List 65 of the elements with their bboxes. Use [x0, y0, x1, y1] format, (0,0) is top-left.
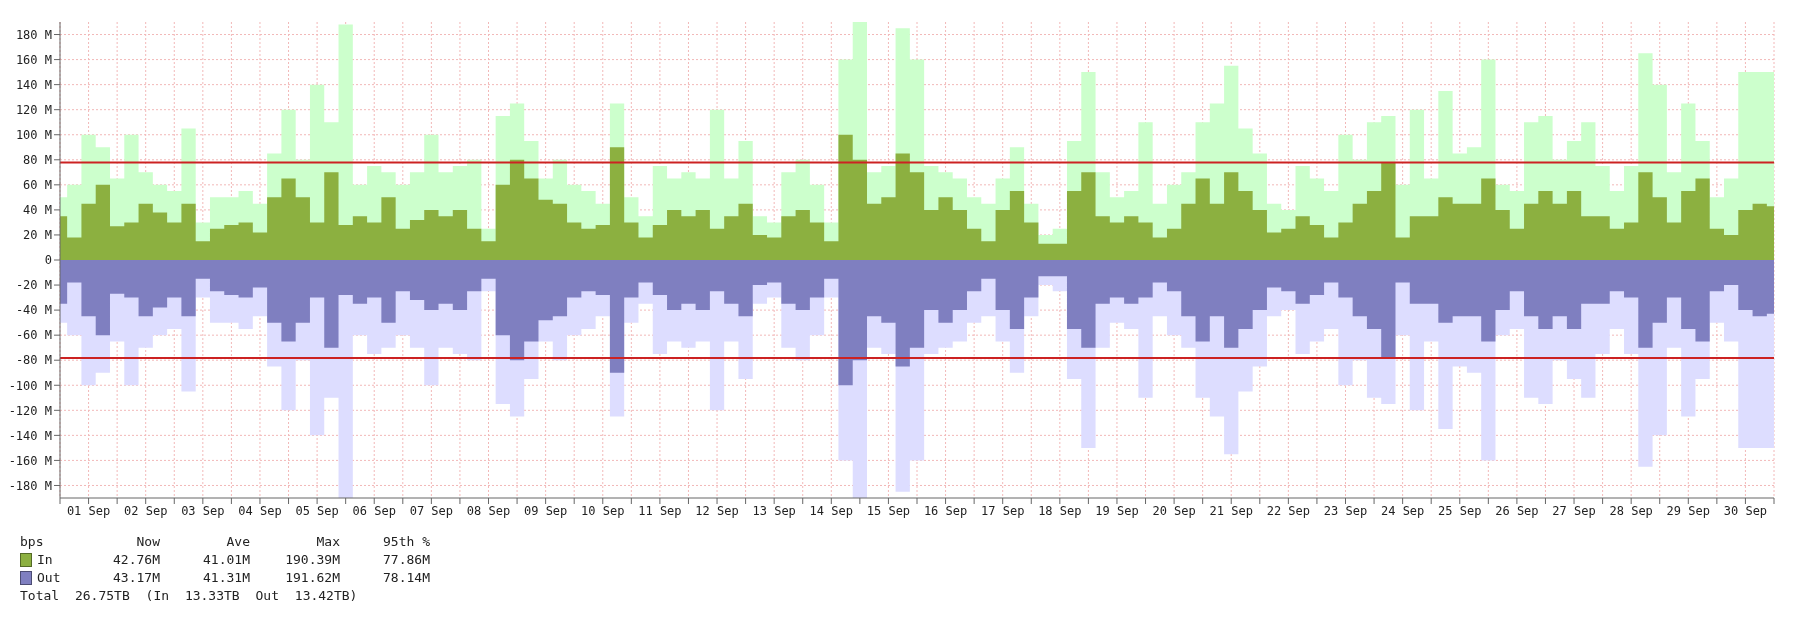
- x-tick-label: 28 Sep: [1609, 503, 1653, 518]
- y-tick-label: -20 M: [15, 278, 52, 293]
- x-tick-label: 06 Sep: [352, 503, 396, 518]
- x-tick-label: 02 Sep: [124, 503, 168, 518]
- text: Now: [135, 534, 160, 549]
- y-tick-label: -180 M: [8, 478, 52, 493]
- text: 77.86M: [382, 552, 430, 567]
- x-tick-label: 30 Sep: [1723, 503, 1768, 518]
- text: 41.01M: [202, 552, 250, 567]
- x-tick-label: 05 Sep: [295, 503, 339, 518]
- x-tick-label: 12 Sep: [695, 503, 739, 518]
- text: 41.31M: [202, 570, 250, 585]
- y-tick-label: 180 M: [15, 27, 52, 42]
- y-tick-label: -160 M: [8, 453, 52, 468]
- y-tick-label: 80 M: [23, 153, 52, 168]
- y-tick-label: -40 M: [15, 303, 52, 318]
- y-tick-label: 20 M: [23, 228, 52, 243]
- y-tick-label: 60 M: [23, 178, 52, 193]
- y-tick-label: 120 M: [15, 102, 52, 117]
- x-tick-label: 08 Sep: [466, 503, 511, 518]
- y-tick-label: -100 M: [8, 378, 52, 393]
- x-tick-label: 25 Sep: [1438, 503, 1482, 518]
- x-tick-label: 13 Sep: [752, 503, 796, 518]
- y-tick-label: -120 M: [8, 403, 52, 418]
- x-tick-label: 01 Sep: [66, 503, 111, 518]
- x-tick-label: 07 Sep: [409, 503, 454, 518]
- text: 191.62M: [284, 570, 340, 585]
- x-tick-label: 20 Sep: [1152, 503, 1196, 518]
- x-tick-label: 17 Sep: [981, 503, 1025, 518]
- x-tick-label: 23 Sep: [1323, 503, 1368, 518]
- x-tick-label: 19 Sep: [1095, 503, 1139, 518]
- x-tick-label: 14 Sep: [809, 503, 853, 518]
- text: bps: [20, 534, 45, 549]
- x-tick-label: 27 Sep: [1552, 503, 1596, 518]
- text: 95th %: [382, 534, 430, 549]
- x-tick-label: 11 Sep: [638, 503, 682, 518]
- y-tick-label: -140 M: [8, 428, 52, 443]
- x-tick-label: 24 Sep: [1380, 503, 1425, 518]
- x-tick-label: 26 Sep: [1495, 503, 1539, 518]
- x-tick-label: 04 Sep: [238, 503, 282, 518]
- x-tick-label: 16 Sep: [923, 503, 968, 518]
- text: 42.76M: [112, 552, 160, 567]
- y-tick-label: 0: [44, 253, 52, 268]
- x-tick-label: 15 Sep: [866, 503, 911, 518]
- y-tick-label: 100 M: [15, 128, 52, 142]
- text: 43.17M: [112, 570, 160, 585]
- text: 78.14M: [382, 570, 430, 585]
- x-tick-label: 03 Sep: [181, 503, 225, 518]
- legend-label: In: [37, 552, 53, 567]
- x-tick-label: 29 Sep: [1666, 503, 1710, 518]
- text: 190.39M: [284, 552, 340, 567]
- legend-label: Out: [37, 570, 61, 585]
- x-tick-label: 22 Sep: [1266, 503, 1311, 518]
- text: Ave: [225, 534, 250, 549]
- y-tick-label: 40 M: [23, 203, 52, 218]
- y-tick-label: -60 M: [15, 328, 52, 343]
- text: Total 26.75TB (In 13.33TB Out 13.42TB): [20, 588, 359, 603]
- text: Max: [315, 534, 340, 549]
- x-tick-label: 09 Sep: [523, 503, 568, 518]
- x-tick-label: 18 Sep: [1038, 503, 1082, 518]
- y-tick-label: 160 M: [15, 52, 52, 67]
- x-tick-label: 21 Sep: [1209, 503, 1253, 518]
- y-tick-label: -80 M: [15, 353, 52, 368]
- y-tick-label: 140 M: [15, 77, 52, 92]
- x-tick-label: 10 Sep: [581, 503, 625, 518]
